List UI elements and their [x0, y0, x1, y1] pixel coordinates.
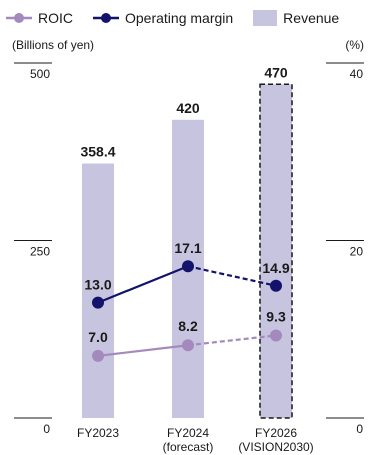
legend-item-revenue: Revenue [253, 10, 339, 26]
revenue-data-label: 470 [264, 64, 288, 80]
revenue-bar [82, 163, 114, 418]
operating-margin-data-label: 14.9 [262, 260, 289, 276]
operating-margin-line-segment [187, 265, 277, 287]
revenue-legend-icon [253, 10, 278, 26]
chart-legend: ROIC Operating margin Revenue [6, 8, 359, 28]
operating-margin-point [92, 296, 104, 309]
category-sublabel: (VISION2030) [238, 440, 313, 454]
legend-label-revenue: Revenue [283, 10, 340, 26]
right-axis-tick-label: 0 [356, 422, 363, 436]
roic-line-segment [187, 334, 277, 347]
right-axis-unit: (%) [345, 38, 364, 52]
revenue-data-label: 358.4 [80, 144, 115, 160]
operating-margin-point [182, 260, 194, 273]
left-axis-tick-label: 0 [43, 422, 50, 436]
roic-point [182, 339, 194, 352]
legend-item-roic: ROIC [6, 10, 73, 26]
operating-margin-line-segment [97, 265, 189, 304]
category-label: FY2024 [167, 426, 209, 440]
operating-margin-data-label: 17.1 [174, 240, 201, 256]
roic-data-label: 8.2 [178, 318, 198, 334]
operating-margin-data-label: 13.0 [84, 277, 111, 293]
category-sublabel: (forecast) [163, 440, 214, 454]
left-axis-tick-label: 500 [30, 67, 50, 81]
category-label: FY2023 [77, 426, 119, 440]
revenue-target-outline [259, 83, 293, 419]
revenue-bar [260, 84, 292, 419]
operating-margin-point [270, 279, 282, 292]
revenue-data-label: 420 [176, 100, 200, 116]
roic-point [92, 349, 104, 362]
operating-margin-legend-icon [93, 13, 119, 23]
legend-item-operating-margin: Operating margin [93, 10, 233, 26]
legend-label-roic: ROIC [38, 10, 73, 26]
roic-data-label: 7.0 [88, 329, 108, 345]
category-label: FY2026 [255, 426, 297, 440]
roic-line-segment [97, 344, 189, 357]
legend-label-operating-margin: Operating margin [125, 10, 234, 26]
roic-data-label: 9.3 [266, 308, 286, 324]
right-axis-tick-label: 20 [350, 245, 364, 259]
right-axis-tick-label: 40 [350, 67, 364, 81]
left-axis-tick-label: 250 [30, 245, 50, 259]
left-axis-unit: (Billions of yen) [12, 38, 95, 52]
roic-legend-icon [6, 13, 32, 23]
roic-point [270, 329, 282, 342]
